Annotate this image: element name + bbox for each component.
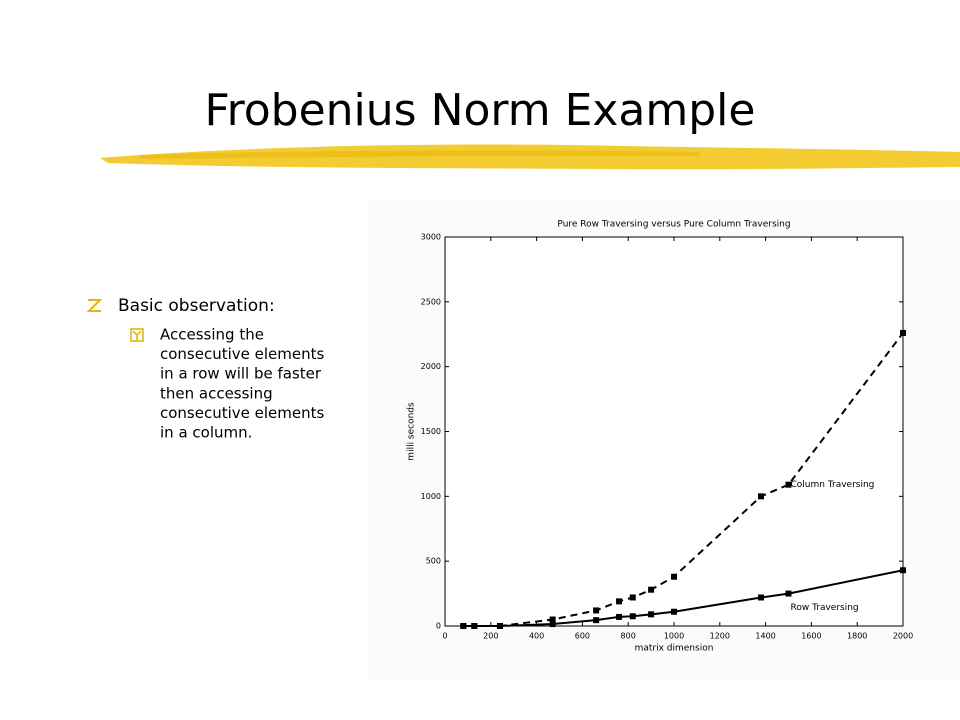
x-tick-label: 800 [621, 632, 636, 641]
y-tick-label: 0 [436, 622, 441, 631]
data-point [549, 616, 556, 623]
data-point [648, 586, 655, 593]
x-tick-label: 1600 [801, 632, 821, 641]
y-tick-label: 1500 [421, 427, 441, 436]
data-point [648, 611, 655, 618]
sub-bullet-line: then accessing [160, 384, 273, 402]
sub-bullet-line: in a column. [160, 424, 252, 442]
series-label: Column Traversing [791, 480, 875, 490]
x-tick-label: 1200 [710, 632, 730, 641]
data-point [616, 598, 623, 605]
series-line [463, 332, 904, 627]
sub-bullet-line: in a row will be faster [160, 365, 322, 383]
data-point [758, 594, 765, 601]
data-point [629, 594, 636, 601]
y-tick-label: 2000 [421, 362, 441, 371]
x-tick-label: 200 [483, 632, 498, 641]
data-point [616, 613, 623, 620]
sub-bullet-line: consecutive elements [160, 345, 325, 363]
title-brush [100, 144, 960, 170]
y-tick-label: 1000 [421, 492, 441, 501]
slide-title: Frobenius Norm Example [205, 85, 756, 136]
y-tick-label: 500 [426, 557, 441, 566]
plot-frame [444, 236, 904, 627]
data-point [629, 613, 636, 620]
data-point [593, 607, 600, 614]
series-label: Row Traversing [791, 603, 859, 613]
y-tick-label: 2500 [421, 297, 441, 306]
data-point [785, 481, 792, 488]
x-tick-label: 1800 [847, 632, 867, 641]
data-point [785, 590, 792, 597]
data-point [900, 567, 906, 574]
data-point [671, 573, 677, 580]
bullet-text: Basic observation: [118, 296, 275, 316]
data-point [900, 329, 906, 336]
title-brush-streak [140, 150, 700, 159]
data-point [671, 608, 677, 615]
sub-bullet-icon [130, 328, 144, 342]
data-point [471, 623, 478, 629]
data-point [593, 617, 600, 624]
y-axis-label: milli seconds [407, 402, 417, 461]
y-tick-label: 3000 [421, 233, 441, 242]
x-tick-label: 1400 [755, 632, 775, 641]
chart-title: Pure Row Traversing versus Pure Column T… [557, 220, 790, 230]
x-tick-label: 600 [575, 632, 590, 641]
x-tick-label: 0 [442, 632, 447, 641]
x-tick-label: 2000 [893, 632, 913, 641]
x-axis-label: matrix dimension [635, 644, 714, 654]
sub-bullet-line: Accessing the [160, 326, 264, 344]
sub-bullet-line: consecutive elements [160, 404, 325, 422]
data-point [496, 623, 503, 629]
data-point [460, 623, 467, 629]
series-line [463, 569, 904, 627]
x-tick-label: 400 [529, 632, 544, 641]
bullet-icon [86, 299, 103, 312]
chart: Pure Row Traversing versus Pure Column T… [407, 220, 914, 654]
x-tick-label: 1000 [664, 632, 684, 641]
data-point [549, 621, 556, 628]
data-point [758, 493, 765, 500]
